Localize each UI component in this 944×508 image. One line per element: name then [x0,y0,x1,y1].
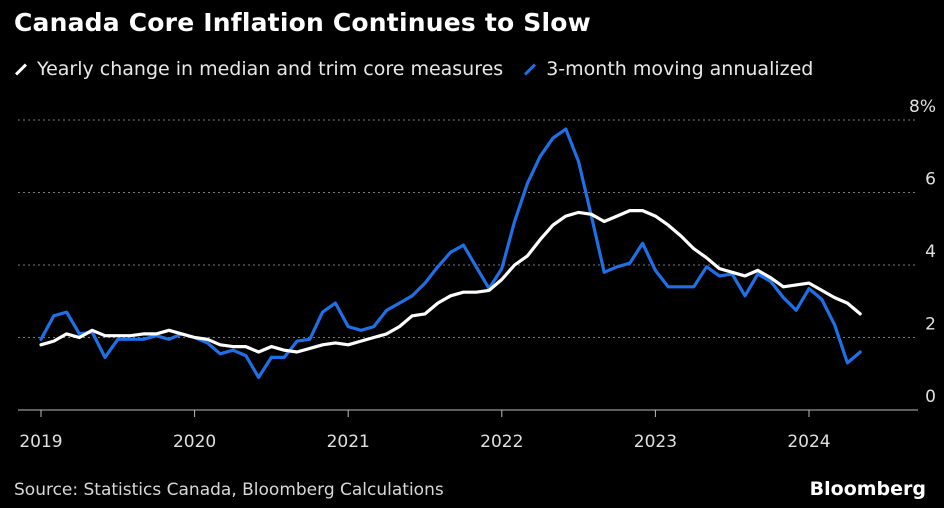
y-tick-label: 8% [909,97,936,117]
series-line-yearly [39,209,862,354]
y-tick-label: 4 [925,242,936,262]
x-tick-label: 2023 [634,432,677,452]
bloomberg-logo: Bloomberg [809,478,926,500]
y-tick-label: 0 [925,387,936,407]
legend-label-3month: 3-month moving annualized [546,58,814,80]
source-note: Source: Statistics Canada, Bloomberg Cal… [14,480,444,500]
legend-item-3month: 3-month moving annualized [523,58,813,80]
x-tick-label: 2020 [173,432,216,452]
x-tick-label: 2019 [19,432,62,452]
line-chart: 8% 6 4 2 0 2019 2020 2021 2022 2023 2024 [18,97,936,452]
x-tick-label: 2024 [787,432,830,452]
legend: Yearly change in median and trim core me… [14,58,833,80]
x-tick-label: 2022 [480,432,523,452]
x-tick-label: 2021 [327,432,370,452]
y-tick-label: 2 [925,315,936,335]
y-tick-label: 6 [925,170,936,190]
legend-label-yearly: Yearly change in median and trim core me… [37,58,504,80]
legend-item-yearly: Yearly change in median and trim core me… [14,58,503,80]
series-line-3month [39,127,862,379]
chart-title: Canada Core Inflation Continues to Slow [14,8,591,37]
